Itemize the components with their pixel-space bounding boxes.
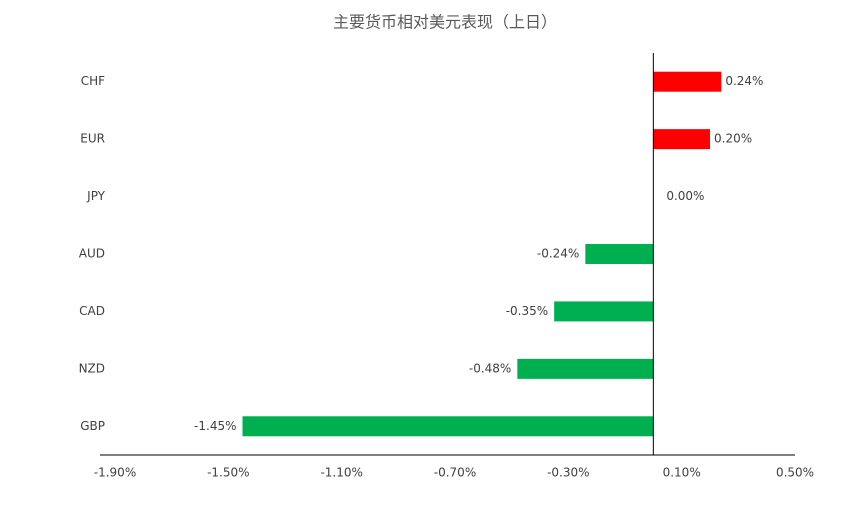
chart-title: 主要货币相对美元表现（上日） [333, 13, 557, 32]
y-tick-label: NZD [79, 361, 105, 375]
value-label: -0.24% [537, 247, 579, 261]
y-tick-label: JPY [86, 189, 106, 203]
x-tick-label: -1.10% [320, 466, 362, 480]
bar [585, 244, 654, 264]
y-tick-label: EUR [80, 132, 105, 146]
y-tick-label: GBP [80, 419, 105, 433]
x-tick-label: -0.70% [434, 466, 476, 480]
value-label: 0.00% [666, 189, 704, 203]
value-label: -0.35% [506, 304, 548, 318]
bar [653, 71, 722, 92]
bar [242, 416, 654, 437]
y-tick-label: CAD [79, 304, 105, 318]
x-tick-label: -1.50% [207, 466, 249, 480]
x-tick-label: -1.90% [94, 466, 136, 480]
value-label: 0.20% [714, 132, 752, 146]
y-tick-label: CHF [81, 74, 105, 88]
x-tick-label: -0.30% [547, 466, 589, 480]
x-tick-label: 0.50% [776, 466, 814, 480]
bar [554, 301, 654, 322]
value-label: 0.24% [725, 74, 763, 88]
bar [517, 358, 654, 379]
value-label: -0.48% [469, 361, 511, 375]
x-tick-label: 0.10% [663, 466, 701, 480]
value-label: -1.45% [194, 419, 236, 433]
y-tick-label: AUD [79, 247, 105, 261]
bar [653, 129, 710, 150]
